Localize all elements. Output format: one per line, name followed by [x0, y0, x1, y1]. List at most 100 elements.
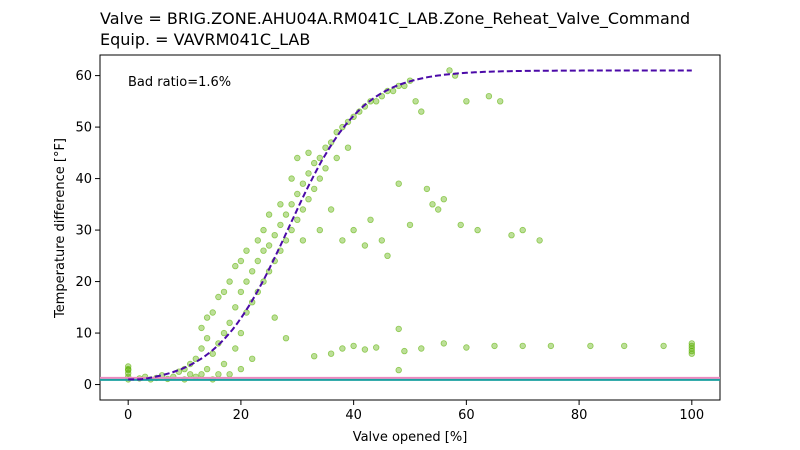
scatter-point — [463, 98, 470, 105]
y-axis-label: Temperature difference [°F] — [53, 138, 68, 319]
y-tick-label: 50 — [75, 121, 92, 136]
scatter-point — [485, 92, 493, 100]
scatter-point — [367, 216, 374, 223]
scatter-point — [339, 345, 346, 352]
scatter-point — [373, 98, 380, 105]
chart-title-line-2: Equip. = VAVRM041C_LAB — [100, 30, 310, 50]
scatter-point — [226, 319, 233, 326]
scatter-point — [688, 342, 695, 350]
scatter-point — [621, 342, 628, 350]
scatter-point — [547, 342, 555, 350]
scatter-point — [299, 206, 307, 213]
scatter-point — [248, 268, 256, 275]
scatter-point — [316, 175, 323, 182]
scatter-point — [395, 325, 402, 333]
x-tick-label: 60 — [458, 408, 475, 423]
scatter-point — [265, 211, 273, 218]
bad-ratio-annotation: Bad ratio=1.6% — [128, 75, 231, 90]
scatter-point — [294, 154, 301, 162]
y-tick-label: 40 — [75, 172, 92, 187]
scatter-point — [215, 371, 222, 378]
scatter-point — [243, 247, 250, 254]
scatter-point — [587, 342, 594, 350]
scatter-point — [203, 314, 211, 321]
scatter-point — [305, 170, 312, 177]
scatter-point — [305, 195, 312, 203]
scatter-point — [232, 262, 239, 270]
y-tick-label: 30 — [75, 224, 92, 239]
scatter-point — [226, 278, 233, 285]
scatter-point — [508, 231, 515, 239]
scatter-point — [339, 237, 346, 244]
scatter-point — [243, 278, 250, 285]
scatter-layer — [124, 67, 695, 383]
scatter-point — [350, 226, 357, 234]
scatter-point — [384, 252, 391, 259]
scatter-point — [327, 206, 335, 213]
scatter-point — [237, 288, 245, 296]
fit-curve — [128, 69, 692, 381]
scatter-point — [418, 345, 425, 352]
plot-frame — [99, 54, 721, 401]
scatter-point — [305, 149, 312, 156]
scatter-point — [322, 144, 329, 151]
scatter-point — [220, 360, 228, 368]
scatter-point — [389, 87, 397, 95]
scatter-point — [316, 226, 323, 234]
x-tick-label: 20 — [233, 408, 250, 423]
x-tick-label: 100 — [679, 408, 704, 423]
scatter-point — [260, 226, 267, 234]
x-axis-ticks: 0 20 40 60 80 100 — [124, 400, 704, 423]
scatter-point — [294, 216, 301, 223]
scatter-point — [237, 329, 245, 337]
scatter-point — [203, 335, 211, 342]
scatter-point — [418, 108, 425, 115]
reference-lines — [100, 376, 720, 381]
y-tick-label: 10 — [75, 327, 92, 342]
y-axis-ticks: 0 10 20 30 40 50 60 — [75, 69, 100, 393]
scatter-point — [186, 371, 194, 378]
y-tick-label: 60 — [75, 69, 92, 84]
chart-title-line-1: Valve = BRIG.ZONE.AHU04A.RM041C_LAB.Zone… — [100, 9, 690, 29]
scatter-point — [429, 201, 436, 208]
scatter-point — [265, 242, 273, 249]
scatter-point — [215, 293, 222, 301]
scatter-point — [198, 345, 205, 352]
scatter-point — [282, 335, 290, 342]
scatter-point — [406, 221, 414, 229]
scatter-point — [491, 342, 498, 350]
plot-area — [99, 54, 721, 401]
scatter-point — [311, 159, 318, 167]
scatter-point — [497, 98, 504, 105]
scatter-point — [203, 365, 211, 373]
scatter-point — [440, 340, 447, 347]
scatter-point — [423, 185, 431, 193]
scatter-point — [519, 342, 526, 350]
y-tick-label: 20 — [75, 275, 92, 290]
scatter-point — [327, 350, 335, 357]
scatter-point — [198, 371, 205, 378]
scatter-point — [440, 195, 447, 203]
scatter-point — [474, 226, 481, 234]
scatter-point — [198, 324, 205, 332]
x-tick-label: 80 — [571, 408, 588, 423]
scatter-point — [435, 206, 442, 213]
scatter-point — [350, 342, 357, 350]
scatter-point — [288, 226, 295, 234]
scatter-point — [412, 98, 419, 105]
scatter-point — [463, 344, 470, 351]
scatter-point — [294, 190, 301, 198]
scatter-point — [373, 344, 380, 351]
scatter-point — [271, 314, 278, 321]
scatter-point — [232, 345, 239, 352]
scatter-point — [344, 144, 352, 151]
scatter-point — [299, 180, 307, 187]
scatter-point — [248, 355, 256, 362]
scatter-point — [237, 257, 245, 265]
scatter-point — [311, 353, 318, 360]
scatter-point — [209, 350, 216, 357]
scatter-point — [254, 257, 261, 265]
x-axis-label: Valve opened [%] — [353, 430, 468, 445]
scatter-point — [361, 346, 369, 353]
